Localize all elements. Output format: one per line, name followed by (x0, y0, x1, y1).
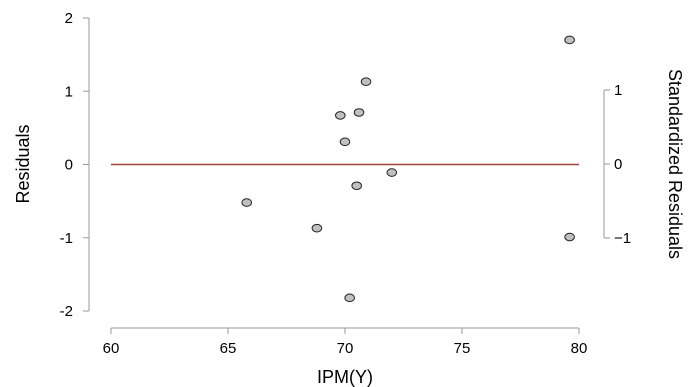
y-tick-label: 1 (65, 83, 73, 100)
y2-axis-title: Standardized Residuals (665, 69, 685, 259)
x-tick-label: 75 (454, 340, 471, 357)
tick-marks (83, 17, 610, 334)
y-tick-label: -2 (60, 303, 73, 320)
data-points (241, 35, 575, 303)
data-point (564, 232, 575, 242)
data-point (351, 181, 363, 191)
y2-tick-label: 1 (614, 82, 622, 99)
data-point (311, 223, 323, 233)
data-point (335, 111, 346, 120)
data-point (339, 137, 351, 147)
y-tick-label: 0 (65, 157, 73, 174)
y-tick-label: -1 (60, 230, 73, 247)
x-axis-title: IPM(Y) (317, 367, 373, 387)
x-tick-label: 60 (103, 340, 120, 357)
tick-labels: -2 -1 0 1 2 60 65 70 75 80 −1 0 1 (60, 10, 631, 357)
y-axis-title: Residuals (13, 124, 33, 203)
axes (88, 18, 605, 329)
y2-tick-label: −1 (614, 230, 631, 247)
data-point (386, 168, 398, 177)
y2-tick-label: 0 (614, 156, 622, 173)
data-point (360, 77, 372, 87)
x-tick-label: 65 (220, 340, 237, 357)
data-point (564, 35, 575, 45)
data-point (344, 293, 355, 303)
y-tick-label: 2 (65, 10, 73, 27)
x-tick-label: 70 (337, 340, 354, 357)
data-point (241, 198, 253, 207)
data-point (353, 108, 365, 117)
x-tick-label: 80 (571, 340, 588, 357)
